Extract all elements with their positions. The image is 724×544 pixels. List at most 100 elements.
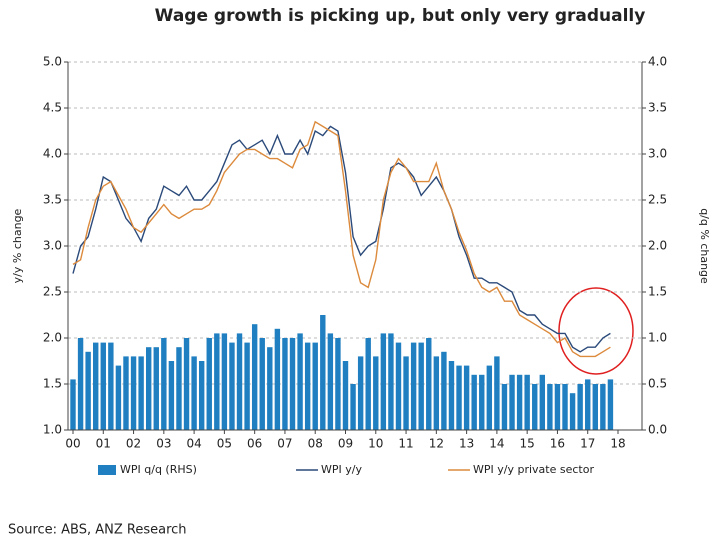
- y2-tick-label: 0.0: [648, 423, 667, 437]
- x-tick-label: 11: [398, 437, 413, 451]
- bar: [448, 361, 455, 430]
- y2-tick-label: 2.0: [648, 239, 667, 253]
- bar: [335, 338, 341, 430]
- bar: [267, 347, 273, 430]
- bar: [562, 384, 568, 430]
- bar: [138, 356, 144, 430]
- line: [72, 125, 611, 353]
- bar: [403, 356, 409, 430]
- bar: [395, 342, 402, 430]
- bar: [357, 356, 364, 430]
- y-tick-label: 4.0: [43, 147, 62, 161]
- bar: [380, 333, 387, 430]
- bar: [304, 342, 311, 430]
- x-tick-label: 04: [186, 437, 201, 451]
- x-tick-label: 18: [610, 437, 625, 451]
- bar: [289, 338, 296, 430]
- bar: [350, 384, 356, 430]
- bar: [327, 333, 334, 430]
- bar: [539, 374, 546, 430]
- bar: [244, 342, 250, 430]
- y-tick-label: 2.0: [43, 331, 62, 345]
- legend-label: WPI y/y private sector: [473, 463, 594, 476]
- x-tick-label: 09: [338, 437, 353, 451]
- x-tick-label: 01: [96, 437, 111, 451]
- x-tick-label: 17: [580, 437, 595, 451]
- y-tick-label: 1.5: [43, 377, 62, 391]
- bar: [214, 333, 220, 430]
- y-tick-label: 3.0: [43, 239, 62, 253]
- bar: [410, 342, 417, 430]
- x-tick-label: 10: [368, 437, 383, 451]
- bar: [77, 338, 84, 430]
- x-tick-label: 16: [550, 437, 565, 451]
- bar: [585, 379, 591, 430]
- x-tick-label: 02: [126, 437, 141, 451]
- bar: [388, 333, 394, 430]
- bar: [471, 374, 477, 430]
- bar: [342, 361, 349, 430]
- bar: [509, 374, 515, 430]
- y2-tick-label: 4.0: [648, 55, 667, 69]
- bar: [441, 351, 447, 430]
- bar: [191, 356, 197, 430]
- bar: [577, 384, 583, 430]
- legend-label: WPI q/q (RHS): [120, 463, 197, 476]
- y2-tick-label: 3.5: [648, 101, 667, 115]
- source: Source: ABS, ANZ Research: [8, 523, 187, 538]
- bar: [251, 324, 258, 430]
- bar: [236, 333, 243, 430]
- x-tick-label: 06: [247, 437, 262, 451]
- bar: [229, 342, 235, 430]
- bar: [600, 384, 606, 430]
- bar: [161, 338, 167, 430]
- bar: [274, 328, 281, 430]
- y2-axis-label: q/q % change: [698, 208, 711, 284]
- x-tick-label: 15: [520, 437, 535, 451]
- bar: [259, 338, 265, 430]
- chart-title: Wage growth is picking up, but only very…: [155, 6, 646, 26]
- bar: [168, 361, 175, 430]
- bar: [479, 374, 485, 430]
- bar: [100, 342, 106, 430]
- bar: [501, 384, 508, 430]
- y2-tick-label: 0.5: [648, 377, 667, 391]
- bar: [494, 356, 500, 430]
- x-tick-label: 00: [65, 437, 80, 451]
- highlight-circle: [558, 287, 634, 375]
- bar: [153, 347, 159, 430]
- y-tick-label: 5.0: [43, 55, 62, 69]
- bar: [108, 342, 114, 430]
- y-tick-label: 4.5: [43, 101, 62, 115]
- bar: [93, 342, 99, 430]
- y2-tick-label: 3.0: [648, 147, 667, 161]
- bar: [183, 338, 190, 430]
- bar: [524, 374, 530, 430]
- legend-label: WPI y/y: [321, 463, 362, 476]
- bar: [282, 338, 288, 430]
- bar: [85, 351, 91, 430]
- bar: [516, 374, 523, 430]
- x-tick-label: 03: [156, 437, 171, 451]
- bar: [70, 379, 76, 430]
- bar: [592, 384, 598, 430]
- bar: [297, 333, 303, 430]
- x-tick-label: 05: [217, 437, 232, 451]
- bar: [463, 365, 470, 430]
- x-tick-label: 07: [277, 437, 292, 451]
- bar: [426, 338, 432, 430]
- y-tick-label: 3.5: [43, 193, 62, 207]
- x-tick-label: 13: [459, 437, 474, 451]
- bar: [607, 379, 614, 430]
- line: [72, 120, 611, 358]
- bar: [547, 384, 553, 430]
- bar: [312, 342, 318, 430]
- y-tick-label: 2.5: [43, 285, 62, 299]
- bar: [418, 342, 424, 430]
- bar: [130, 356, 137, 430]
- bar: [373, 356, 379, 430]
- bar: [569, 393, 576, 430]
- bar: [176, 347, 182, 430]
- bar: [115, 365, 122, 430]
